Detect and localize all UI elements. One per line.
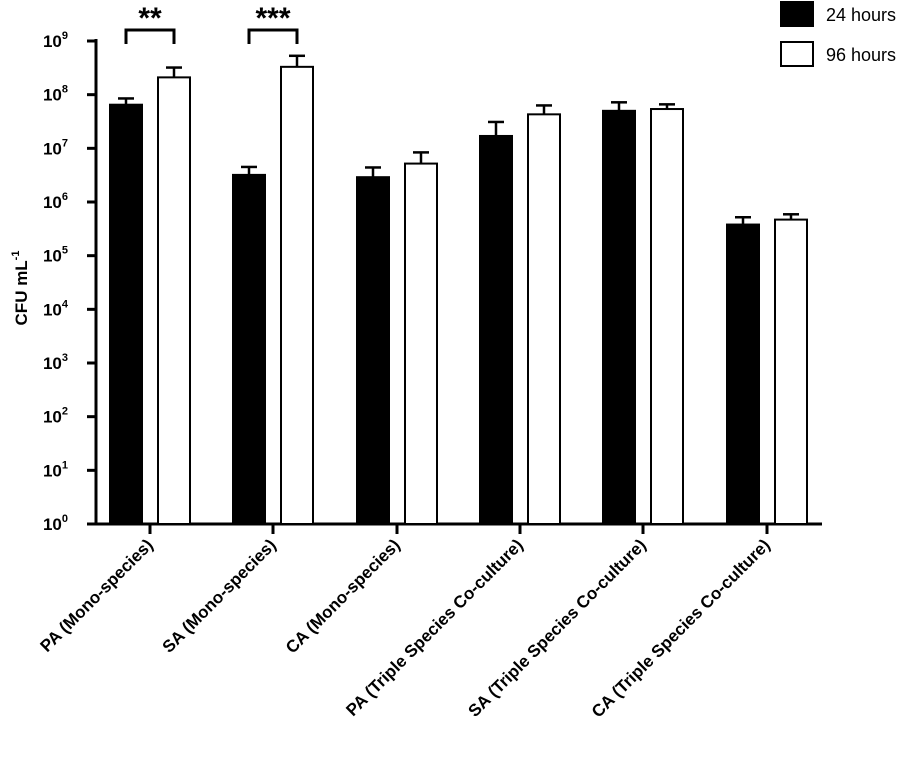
x-category-labels: PA (Mono-species) SA (Mono-species) CA (Mo… [37, 535, 774, 721]
y-tick-label: 106 [43, 191, 68, 212]
y-tick-label: 101 [43, 459, 68, 480]
y-tick-label: 108 [43, 84, 68, 105]
bar-96h [157, 76, 191, 525]
bar-96h [527, 113, 561, 526]
y-tick-base: 10 [43, 32, 62, 51]
y-tick-base: 10 [43, 461, 62, 480]
significance-bracket [124, 28, 176, 44]
y-tick-exponent: 9 [62, 30, 68, 42]
y-tick-exponent: 8 [62, 84, 68, 96]
bar-96h [280, 65, 314, 525]
legend-label: 24 hours [826, 5, 896, 25]
bar-24h [356, 176, 390, 526]
y-tick-base: 10 [43, 300, 62, 319]
y-tick-base: 10 [43, 354, 62, 373]
bar-96h [774, 218, 808, 525]
y-tick-base: 10 [43, 86, 62, 105]
bar-24h [109, 103, 143, 526]
y-tick-exponent: 6 [62, 191, 68, 203]
significance-markers: ** *** [124, 2, 299, 44]
y-tick-exponent: 1 [62, 459, 68, 471]
y-tick-exponent: 2 [62, 406, 68, 418]
y-tick-base: 10 [43, 515, 62, 534]
y-tick-base: 10 [43, 247, 62, 266]
y-tick-exponent: 3 [62, 352, 68, 364]
y-tick-base: 10 [43, 193, 62, 212]
y-tick-label: 107 [43, 137, 68, 158]
legend-label: 96 hours [826, 45, 896, 65]
bar-96h [650, 108, 684, 525]
bar-96h [404, 162, 438, 525]
legend-swatch [780, 1, 814, 27]
y-tick-exponent: 4 [62, 298, 69, 310]
bar-24h [726, 223, 760, 526]
significance-label: *** [255, 2, 290, 35]
y-tick-exponent: 0 [62, 513, 68, 525]
y-tick-base: 10 [43, 139, 62, 158]
y-tick-exponent: 7 [62, 137, 68, 149]
bar-24h [602, 109, 636, 526]
y-tick-label: 105 [43, 245, 68, 266]
bar-24h [232, 173, 266, 525]
x-category-label: SA (Mono-species) [159, 535, 280, 656]
x-category-label: PA (Mono-species) [37, 535, 157, 655]
legend-swatch [780, 41, 814, 67]
y-tick-label: 109 [43, 30, 68, 51]
bar-24h [479, 134, 513, 525]
y-tick-label: 104 [43, 298, 69, 319]
significance-bracket [247, 28, 299, 44]
y-tick-label: 100 [43, 513, 68, 534]
error-bars [118, 54, 799, 225]
legend: 24 hours 96 hours [780, 1, 896, 67]
chart-bars [109, 65, 808, 526]
y-axis-title-superscript: -1 [10, 251, 22, 261]
x-category-label: CA (Mono-species) [282, 535, 404, 657]
y-tick-base: 10 [43, 408, 62, 427]
y-tick-exponent: 5 [62, 245, 68, 257]
y-axis-title: CFU mL-1 [10, 251, 31, 326]
significance-label: ** [138, 2, 162, 35]
y-axis-title-main: CFU mL [12, 260, 31, 325]
y-tick-label: 103 [43, 352, 68, 373]
chart-axes [87, 39, 822, 534]
y-tick-label: 102 [43, 406, 68, 427]
